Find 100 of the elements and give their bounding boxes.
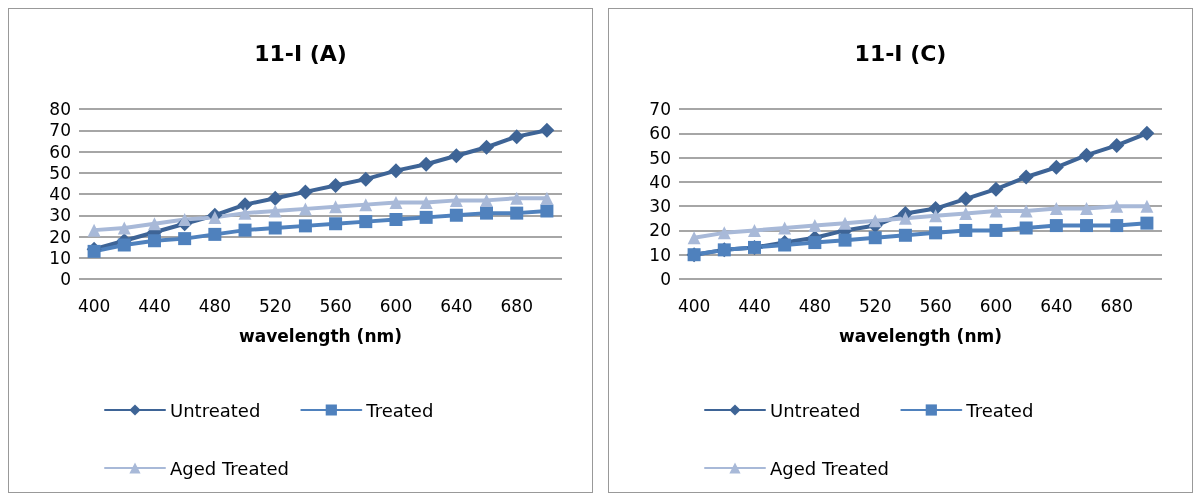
point bbox=[898, 211, 912, 225]
point bbox=[238, 223, 252, 237]
point bbox=[540, 191, 554, 205]
point bbox=[1110, 199, 1124, 213]
point bbox=[208, 227, 222, 241]
point bbox=[959, 223, 973, 237]
point bbox=[1140, 216, 1154, 230]
chart-title: 11-I (A) bbox=[254, 40, 347, 66]
y-tick-label: 30 bbox=[649, 196, 671, 217]
x-tick-label: 480 bbox=[198, 295, 232, 316]
point bbox=[268, 221, 282, 235]
chart-title: 11-I (C) bbox=[854, 40, 947, 66]
y-tick-label: 70 bbox=[49, 120, 71, 141]
point bbox=[480, 193, 494, 207]
point bbox=[1109, 137, 1125, 153]
x-tick-label: 400 bbox=[677, 295, 711, 316]
x-tick-label: 400 bbox=[77, 295, 111, 316]
point bbox=[1110, 219, 1124, 233]
point bbox=[480, 206, 494, 220]
point bbox=[509, 129, 525, 145]
y-tick-label: 0 bbox=[60, 269, 71, 289]
point bbox=[267, 190, 283, 206]
point bbox=[958, 191, 974, 207]
y-tick-label: 60 bbox=[49, 141, 71, 162]
point bbox=[147, 234, 161, 248]
point bbox=[808, 219, 822, 233]
x-tick-label: 480 bbox=[798, 295, 832, 316]
point bbox=[1019, 204, 1033, 218]
point bbox=[87, 223, 101, 237]
point bbox=[778, 221, 792, 235]
point bbox=[747, 223, 761, 237]
point bbox=[298, 202, 312, 216]
y-tick-label: 60 bbox=[649, 123, 671, 144]
point bbox=[419, 196, 433, 209]
y-tick-label: 10 bbox=[649, 244, 671, 265]
x-tick-label: 560 bbox=[319, 295, 352, 316]
x-tick-label: 440 bbox=[138, 295, 171, 316]
legend-label: Treated bbox=[965, 399, 1034, 421]
point bbox=[539, 122, 555, 138]
point bbox=[449, 193, 463, 207]
point bbox=[868, 231, 882, 245]
y-tick-label: 70 bbox=[649, 99, 671, 119]
point bbox=[329, 217, 343, 231]
y-tick-label: 30 bbox=[49, 205, 71, 226]
point bbox=[1048, 159, 1064, 175]
point bbox=[510, 191, 524, 205]
point bbox=[989, 223, 1003, 237]
point bbox=[389, 196, 403, 209]
point bbox=[448, 148, 464, 164]
x-axis-title: wavelength (nm) bbox=[239, 325, 402, 346]
point bbox=[988, 181, 1004, 197]
point bbox=[1080, 219, 1094, 233]
y-tick-label: 40 bbox=[49, 184, 71, 204]
point bbox=[1140, 199, 1154, 213]
point bbox=[1019, 221, 1033, 235]
point bbox=[298, 219, 312, 233]
point bbox=[117, 238, 131, 252]
point bbox=[178, 213, 192, 226]
x-axis-title: wavelength (nm) bbox=[839, 325, 1002, 346]
x-tick-label: 680 bbox=[500, 295, 533, 316]
point bbox=[328, 178, 344, 193]
point bbox=[959, 206, 973, 220]
point bbox=[147, 217, 161, 231]
point bbox=[388, 163, 404, 179]
x-tick-label: 600 bbox=[379, 295, 413, 316]
point bbox=[268, 204, 282, 218]
point bbox=[898, 228, 912, 242]
point bbox=[1049, 202, 1063, 216]
point bbox=[359, 198, 373, 212]
point bbox=[989, 204, 1003, 218]
y-tick-label: 20 bbox=[649, 220, 671, 241]
point bbox=[687, 231, 701, 245]
point bbox=[808, 236, 822, 250]
y-tick-label: 50 bbox=[649, 147, 671, 168]
legend-label: Aged Treated bbox=[170, 457, 289, 479]
point bbox=[237, 197, 253, 213]
point bbox=[717, 226, 731, 240]
legend-label: Treated bbox=[365, 399, 434, 421]
point bbox=[929, 226, 943, 240]
x-tick-label: 560 bbox=[919, 295, 952, 316]
point bbox=[929, 209, 943, 223]
x-tick-label: 520 bbox=[258, 295, 292, 316]
legend-label: Aged Treated bbox=[770, 457, 889, 479]
legend-label: Untreated bbox=[770, 399, 861, 421]
point bbox=[178, 232, 192, 246]
y-tick-label: 50 bbox=[49, 162, 71, 183]
x-tick-label: 640 bbox=[440, 295, 473, 316]
point bbox=[117, 221, 131, 235]
y-tick-label: 80 bbox=[49, 99, 71, 119]
point bbox=[1018, 169, 1034, 185]
y-tick-label: 0 bbox=[660, 269, 671, 289]
point bbox=[449, 208, 463, 222]
point bbox=[479, 139, 495, 155]
point bbox=[238, 206, 252, 220]
point bbox=[419, 210, 433, 224]
point bbox=[329, 200, 343, 214]
point bbox=[297, 184, 313, 200]
point bbox=[838, 233, 852, 247]
point bbox=[1049, 219, 1063, 233]
point bbox=[389, 213, 403, 226]
